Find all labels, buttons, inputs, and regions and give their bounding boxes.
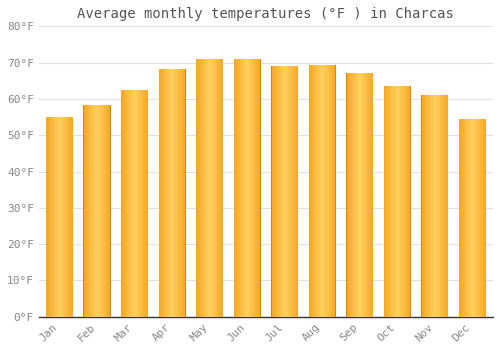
Title: Average monthly temperatures (°F ) in Charcas: Average monthly temperatures (°F ) in Ch… xyxy=(78,7,454,21)
